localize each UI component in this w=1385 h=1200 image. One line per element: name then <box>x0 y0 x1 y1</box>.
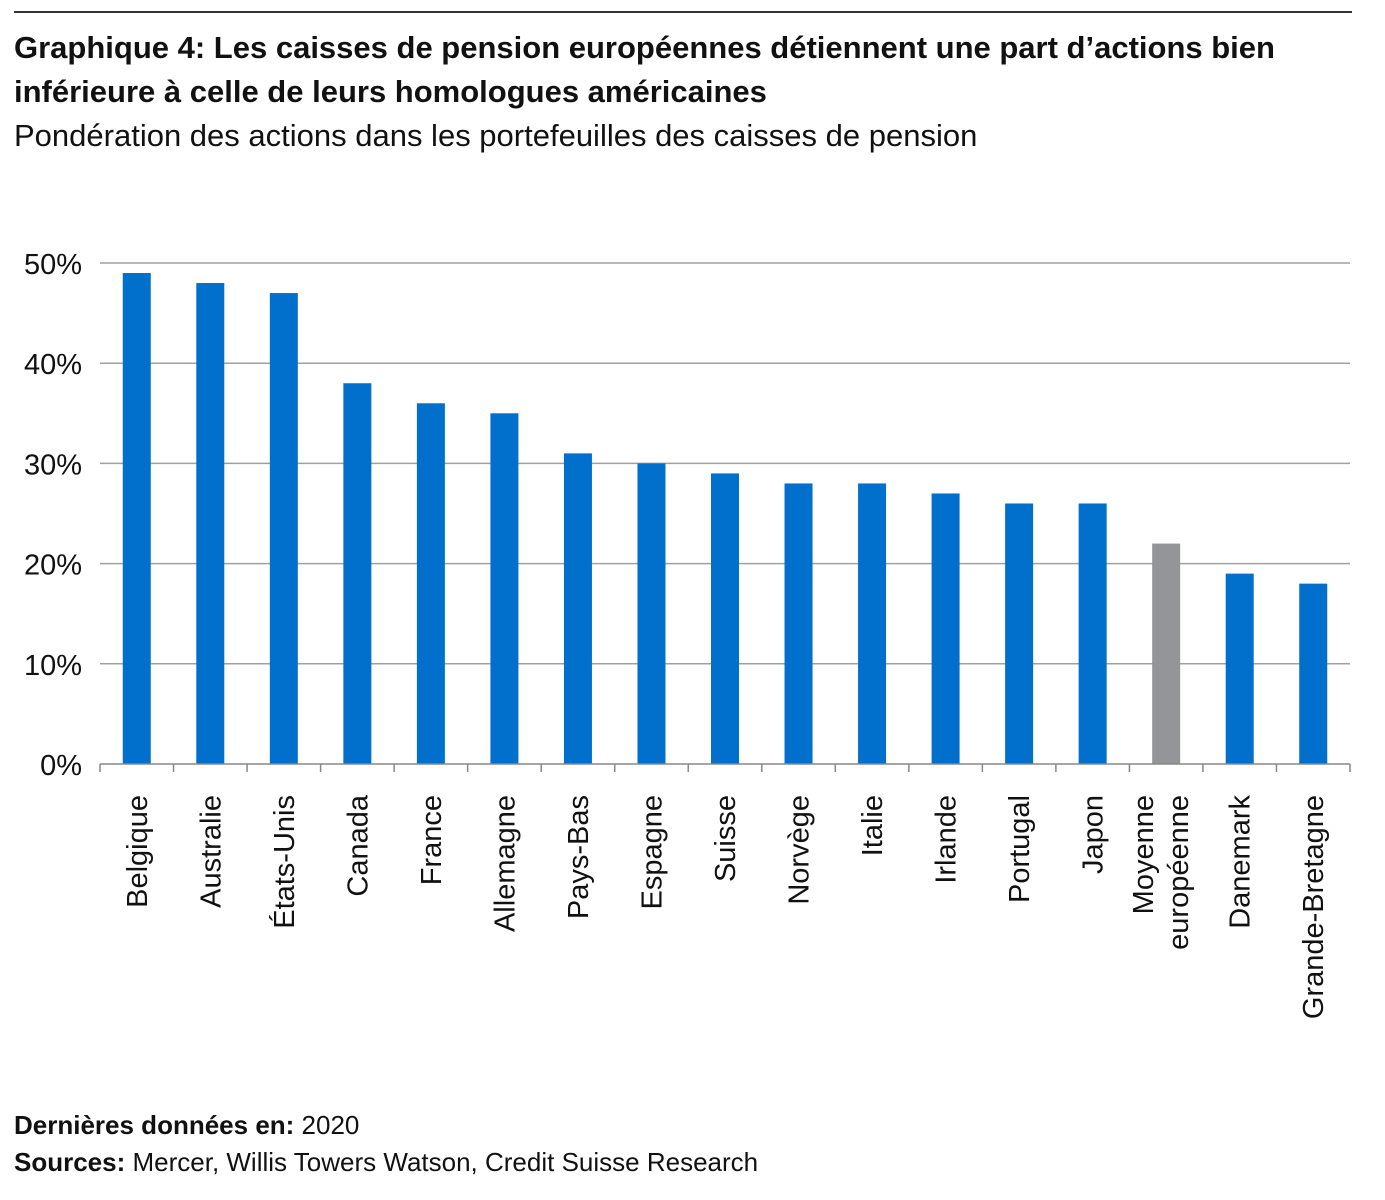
sources-label: Sources: <box>14 1147 126 1177</box>
y-tick-label: 0% <box>40 750 82 782</box>
bar <box>343 383 372 764</box>
x-tick-label: Canada <box>342 794 374 896</box>
bar <box>1299 583 1328 764</box>
bar <box>1078 503 1107 764</box>
chart-title: Graphique 4: Les caisses de pension euro… <box>14 30 1275 109</box>
x-tick-label: Irlande <box>931 795 963 884</box>
x-tick-label: Portugal <box>1004 795 1036 903</box>
x-tick-label: Australie <box>195 795 227 908</box>
x-tick-label: Norvège <box>784 795 816 905</box>
chart-subtitle: Pondération des actions dans les portefe… <box>14 118 978 153</box>
bar-chart: 0% 10% 20% 30% 40% 50% Belgique Australie États-… <box>24 249 1351 1019</box>
bar <box>269 293 298 764</box>
bar <box>858 483 887 764</box>
x-tick-label: Suisse <box>710 795 742 882</box>
data-date-label: Dernières données en: <box>14 1110 295 1140</box>
top-rule <box>14 11 1352 13</box>
bar <box>416 403 445 764</box>
x-tick-label: Belgique <box>122 795 154 908</box>
sources-value: Mercer, Willis Towers Watson, Credit Sui… <box>125 1147 759 1177</box>
bar <box>637 463 666 764</box>
x-tick-label: européenne <box>1163 795 1195 950</box>
bar <box>1225 573 1254 764</box>
bar <box>711 473 739 764</box>
x-tick-label: Pays-Bas <box>563 795 595 919</box>
footer-data-date: Dernières données en: 2020 <box>14 1110 359 1141</box>
x-tick-label: Grande-Bretagne <box>1298 795 1330 1019</box>
x-tick-label: France <box>416 795 448 885</box>
x-tick-label: Moyenne <box>1128 795 1160 914</box>
y-tick-label: 30% <box>24 449 82 481</box>
footer-sources: Sources: Mercer, Willis Towers Watson, C… <box>14 1147 758 1178</box>
x-tick-label: Espagne <box>636 795 668 910</box>
x-tick-label: Japon <box>1078 795 1110 874</box>
bar <box>931 493 960 764</box>
bar <box>1152 543 1181 764</box>
x-tick-label: Danemark <box>1225 795 1257 929</box>
bar <box>784 483 813 764</box>
x-tick-label: Allemagne <box>489 795 521 932</box>
x-tick-label: Italie <box>857 795 889 856</box>
data-date-value: 2020 <box>294 1110 360 1140</box>
y-tick-label: 10% <box>24 650 82 682</box>
bar <box>1005 503 1034 764</box>
bar <box>122 273 151 764</box>
bar <box>196 283 225 764</box>
x-tick-label: États-Unis <box>268 795 301 929</box>
bar <box>490 413 519 764</box>
y-tick-label: 50% <box>24 249 82 281</box>
bar <box>563 453 592 764</box>
y-tick-label: 20% <box>24 550 82 582</box>
y-tick-label: 40% <box>24 349 82 381</box>
